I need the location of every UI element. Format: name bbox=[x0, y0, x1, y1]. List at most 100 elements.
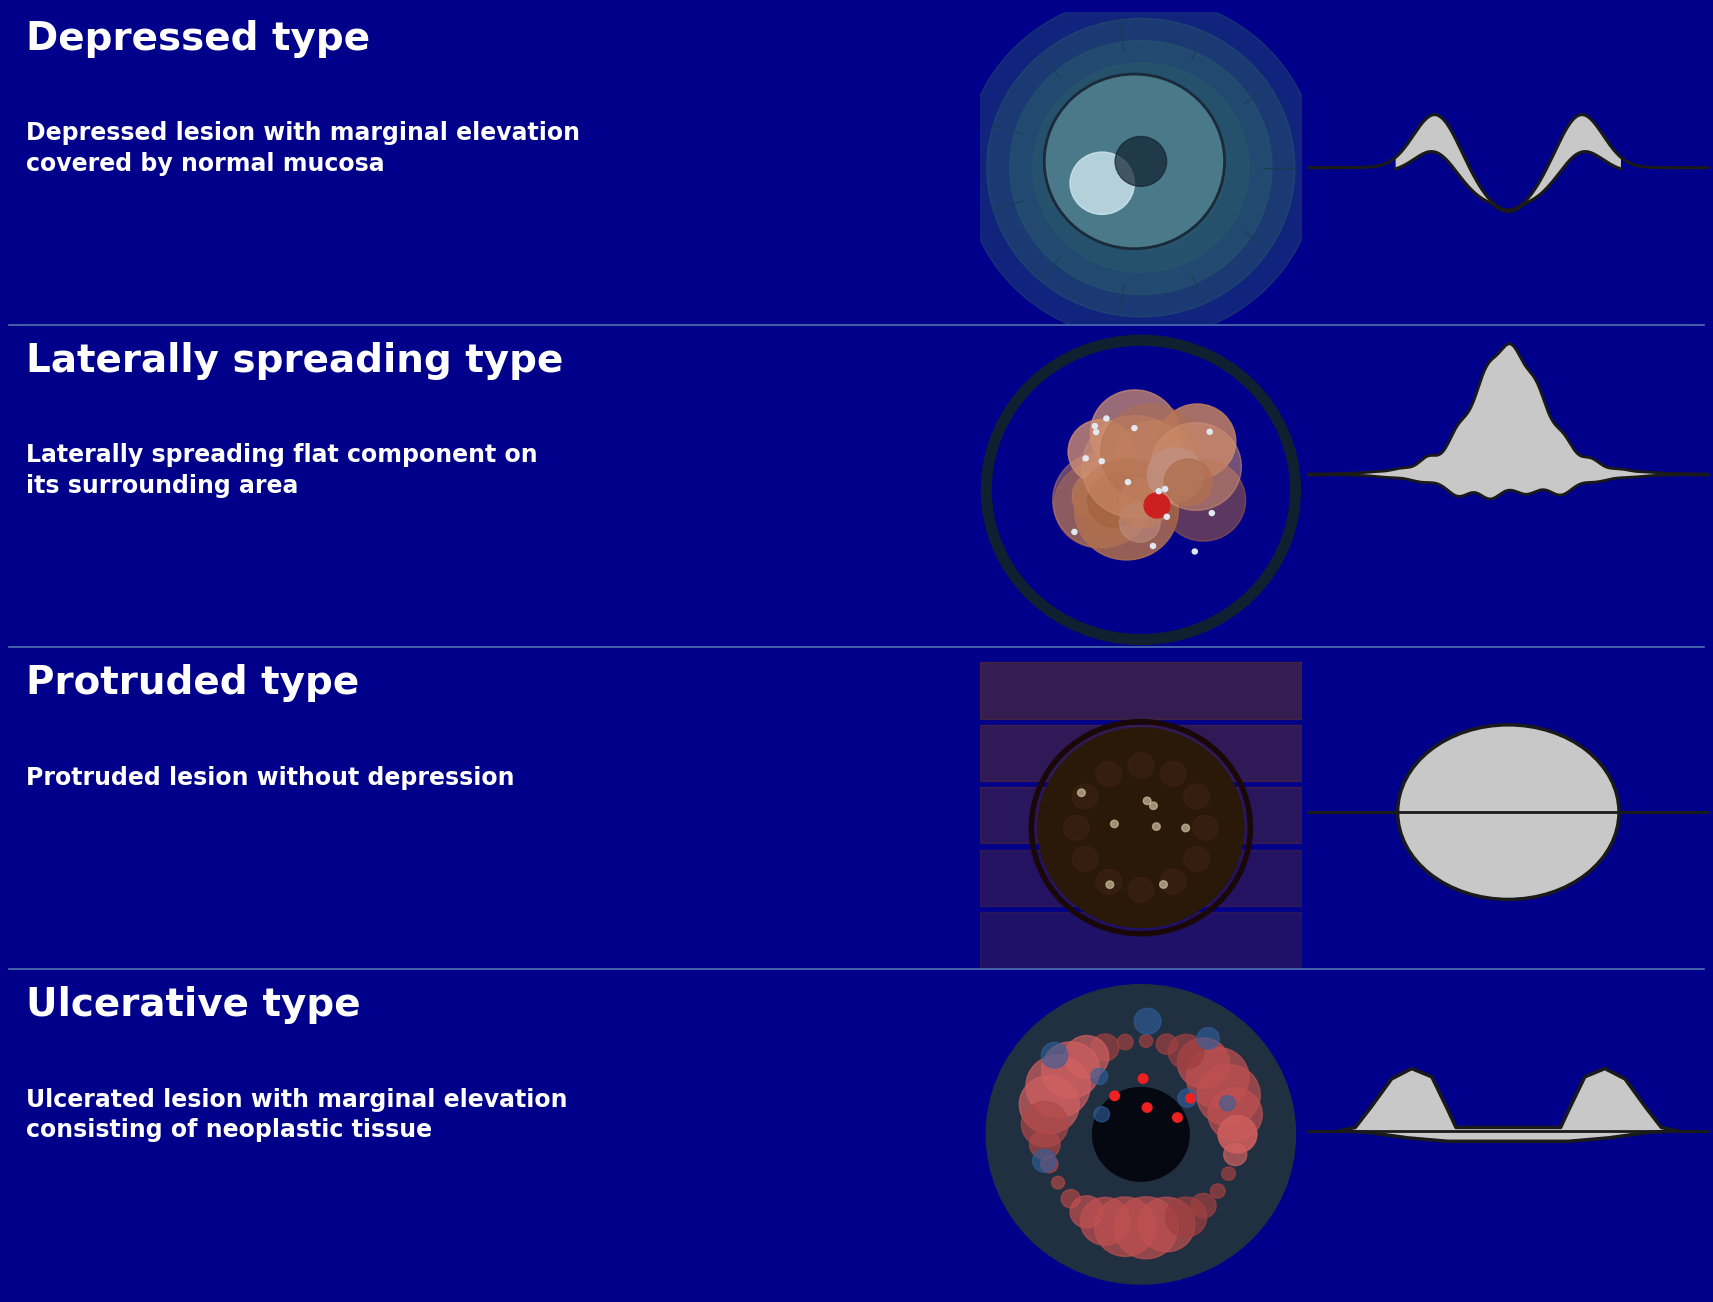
Circle shape bbox=[1160, 762, 1185, 786]
Circle shape bbox=[1197, 1064, 1261, 1126]
Circle shape bbox=[987, 18, 1295, 316]
Circle shape bbox=[1077, 789, 1086, 797]
Circle shape bbox=[1071, 152, 1134, 215]
Circle shape bbox=[1179, 1088, 1197, 1107]
Circle shape bbox=[1173, 1113, 1182, 1122]
Circle shape bbox=[1187, 1047, 1249, 1108]
Circle shape bbox=[1143, 1103, 1151, 1112]
Circle shape bbox=[1045, 74, 1225, 249]
Circle shape bbox=[1071, 1195, 1103, 1228]
Circle shape bbox=[1120, 503, 1160, 542]
Polygon shape bbox=[1396, 115, 1620, 211]
Circle shape bbox=[1064, 1035, 1108, 1078]
Circle shape bbox=[1184, 784, 1209, 809]
Circle shape bbox=[1072, 846, 1098, 871]
Circle shape bbox=[1072, 471, 1124, 521]
Text: Laterally spreading type: Laterally spreading type bbox=[26, 341, 564, 380]
Circle shape bbox=[1093, 1087, 1189, 1181]
Circle shape bbox=[1161, 460, 1245, 542]
Circle shape bbox=[1165, 514, 1170, 519]
Circle shape bbox=[1209, 510, 1215, 516]
Circle shape bbox=[1081, 1198, 1131, 1245]
Circle shape bbox=[1125, 152, 1156, 184]
Circle shape bbox=[1168, 1034, 1204, 1069]
Circle shape bbox=[1139, 1198, 1196, 1251]
Circle shape bbox=[1163, 487, 1168, 492]
Bar bbox=[980, 911, 1302, 969]
Circle shape bbox=[1030, 1130, 1060, 1159]
Circle shape bbox=[1026, 1055, 1089, 1117]
Ellipse shape bbox=[1398, 725, 1619, 900]
Circle shape bbox=[1093, 423, 1098, 428]
Circle shape bbox=[1165, 1197, 1208, 1237]
Circle shape bbox=[1127, 878, 1155, 902]
Circle shape bbox=[1218, 1116, 1257, 1154]
Circle shape bbox=[1139, 1035, 1153, 1047]
Circle shape bbox=[1134, 1008, 1161, 1034]
Circle shape bbox=[1156, 488, 1161, 493]
Circle shape bbox=[1165, 460, 1213, 505]
Circle shape bbox=[1009, 40, 1273, 294]
Bar bbox=[980, 663, 1302, 719]
Circle shape bbox=[1062, 1190, 1081, 1208]
Circle shape bbox=[1115, 421, 1194, 497]
Circle shape bbox=[1143, 797, 1151, 805]
Circle shape bbox=[1095, 1107, 1110, 1122]
Circle shape bbox=[1072, 784, 1098, 809]
Circle shape bbox=[1053, 453, 1151, 548]
Circle shape bbox=[1148, 448, 1203, 501]
Circle shape bbox=[1160, 880, 1167, 888]
Circle shape bbox=[1079, 108, 1203, 228]
Circle shape bbox=[1218, 1116, 1257, 1154]
Polygon shape bbox=[1340, 1069, 1677, 1142]
Circle shape bbox=[1153, 823, 1160, 831]
Circle shape bbox=[1091, 1069, 1108, 1085]
Circle shape bbox=[1221, 1167, 1235, 1181]
Circle shape bbox=[1132, 426, 1137, 431]
Circle shape bbox=[1144, 493, 1170, 518]
Circle shape bbox=[1220, 1095, 1235, 1111]
Circle shape bbox=[1211, 1184, 1225, 1198]
Circle shape bbox=[1113, 1197, 1179, 1259]
Bar bbox=[980, 725, 1302, 781]
Circle shape bbox=[1096, 870, 1122, 894]
Circle shape bbox=[1100, 458, 1105, 464]
Circle shape bbox=[1115, 137, 1167, 186]
Circle shape bbox=[1091, 1034, 1119, 1061]
Circle shape bbox=[1021, 1101, 1069, 1147]
Circle shape bbox=[987, 984, 1295, 1284]
Circle shape bbox=[1052, 1176, 1064, 1189]
Circle shape bbox=[1042, 1042, 1100, 1099]
Circle shape bbox=[1177, 1038, 1230, 1088]
Circle shape bbox=[1110, 1091, 1119, 1100]
Circle shape bbox=[1223, 1143, 1247, 1165]
Circle shape bbox=[1074, 460, 1179, 560]
Text: Protruded type: Protruded type bbox=[26, 664, 360, 702]
Circle shape bbox=[1084, 504, 1124, 542]
Circle shape bbox=[1160, 870, 1185, 894]
Circle shape bbox=[1117, 1034, 1134, 1049]
Circle shape bbox=[1033, 1150, 1055, 1172]
Text: Laterally spreading flat component on
its surrounding area: Laterally spreading flat component on it… bbox=[26, 443, 538, 497]
Circle shape bbox=[1127, 753, 1155, 777]
Bar bbox=[980, 849, 1302, 906]
Circle shape bbox=[1119, 479, 1170, 527]
Circle shape bbox=[1053, 462, 1143, 548]
Circle shape bbox=[1110, 820, 1119, 828]
Circle shape bbox=[1040, 1156, 1059, 1173]
Circle shape bbox=[1151, 423, 1242, 510]
Circle shape bbox=[1208, 430, 1213, 435]
Circle shape bbox=[1192, 815, 1218, 840]
Circle shape bbox=[1137, 1074, 1148, 1083]
Circle shape bbox=[1072, 530, 1077, 534]
Text: Depressed lesion with marginal elevation
covered by normal mucosa: Depressed lesion with marginal elevation… bbox=[26, 121, 579, 176]
Circle shape bbox=[1101, 130, 1180, 206]
Circle shape bbox=[1096, 762, 1122, 786]
Circle shape bbox=[1149, 802, 1158, 810]
Circle shape bbox=[1042, 1043, 1067, 1068]
Circle shape bbox=[1101, 404, 1201, 500]
Circle shape bbox=[1083, 456, 1088, 461]
Circle shape bbox=[1083, 415, 1187, 518]
Circle shape bbox=[1191, 1194, 1216, 1217]
Circle shape bbox=[1093, 430, 1098, 435]
